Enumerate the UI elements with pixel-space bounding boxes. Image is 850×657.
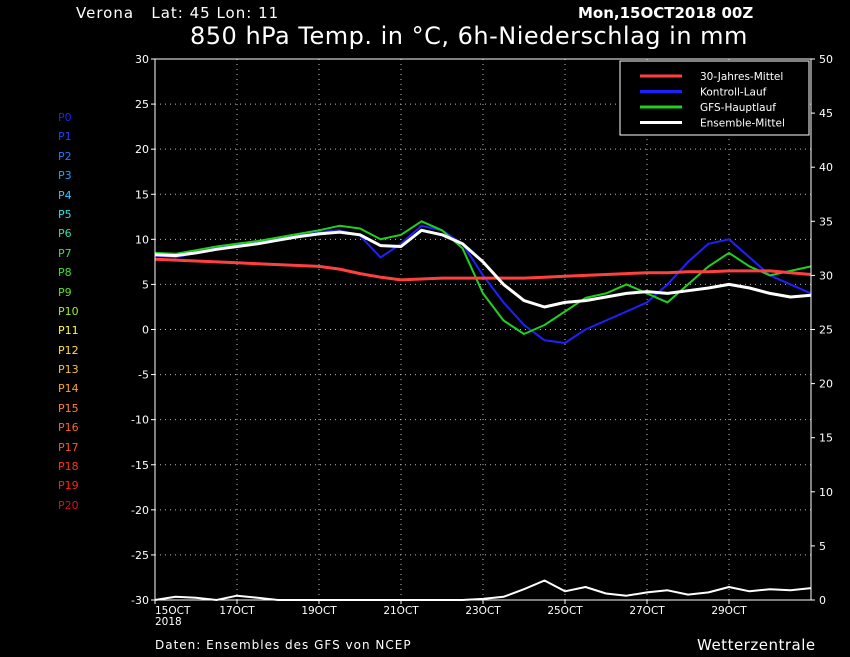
ensemble-mean-line xyxy=(154,228,812,309)
y-right-tick-label: 5 xyxy=(819,540,826,553)
x-tick-label: 25OCT xyxy=(547,605,583,617)
y-right-tick-label: 50 xyxy=(819,53,833,66)
y-right-tick-label: 20 xyxy=(819,378,833,391)
member-label: P14 xyxy=(58,382,79,396)
x-tick-label: 21OCT xyxy=(383,605,419,617)
y-left-tick-label: 10 xyxy=(135,233,149,246)
y-left-axis: 30 25 20 15 10 5 0 -5 -10 -15 -20 -25 -30 xyxy=(131,53,155,607)
member-label: P15 xyxy=(58,401,79,415)
y-left-tick-label: 5 xyxy=(142,278,149,291)
x-tick-label: 2018 xyxy=(155,616,182,628)
location-header: Verona Lat: 45 Lon: 11 xyxy=(76,4,279,22)
member-label: P19 xyxy=(58,479,79,493)
run-date: Mon,15OCT2018 00Z xyxy=(578,4,754,22)
legend-label: GFS-Hauptlauf xyxy=(700,102,776,114)
precip-series xyxy=(154,579,812,601)
member-label: P7 xyxy=(58,246,72,260)
legend-label: Ensemble-Mittel xyxy=(700,118,785,130)
member-label: P12 xyxy=(58,343,79,357)
location-name: Verona xyxy=(76,4,135,22)
x-tick-label: 29OCT xyxy=(711,605,747,617)
member-label: P0 xyxy=(58,111,72,124)
brand-logo-text: Wetterzentrale xyxy=(697,636,816,654)
grid xyxy=(155,59,811,600)
y-right-tick-label: 15 xyxy=(819,432,833,445)
member-label: P5 xyxy=(58,207,72,221)
y-right-tick-label: 45 xyxy=(819,107,833,120)
temperature-series xyxy=(154,220,812,344)
member-label: P2 xyxy=(58,149,72,163)
y-left-tick-label: -5 xyxy=(138,369,149,382)
y-left-tick-label: -15 xyxy=(131,459,149,472)
precip-ensemble-mean-line xyxy=(154,579,812,601)
y-left-tick-label: -30 xyxy=(131,594,149,607)
y-left-tick-label: -25 xyxy=(131,549,149,562)
x-axis: 15OCT2018 17OCT 19OCT 21OCT 23OCT 25OCT 27OCT 2… xyxy=(154,600,747,628)
member-label: P8 xyxy=(58,266,72,280)
member-label: P16 xyxy=(58,421,79,435)
y-left-tick-label: 0 xyxy=(142,324,149,337)
y-left-tick-label: -10 xyxy=(131,414,149,427)
legend: 30-Jahres-Mittel Kontroll-Lauf GFS-Hauptla… xyxy=(619,60,810,136)
data-source: Daten: Ensembles des GFS von NCEP xyxy=(155,638,412,652)
x-tick-label: 19OCT xyxy=(301,605,337,617)
y-right-tick-label: 25 xyxy=(819,324,833,337)
y-left-tick-label: 15 xyxy=(135,188,149,201)
member-label: P4 xyxy=(58,188,72,202)
y-left-tick-label: 30 xyxy=(135,53,149,66)
climatology-line xyxy=(154,257,812,282)
member-list: P0 P1 P2 P3 P4 P5 P6 P7 P8 P9 P10 P11 P12 P13 P14 P15 P1… xyxy=(58,108,79,515)
x-tick-label: 17OCT xyxy=(219,605,255,617)
y-left-tick-label: -20 xyxy=(131,504,149,517)
member-label: P6 xyxy=(58,227,72,241)
member-label: P1 xyxy=(58,130,72,144)
x-tick-label: 23OCT xyxy=(465,605,501,617)
y-left-tick-label: 25 xyxy=(135,98,149,111)
y-right-tick-label: 30 xyxy=(819,269,833,282)
chart-title: 850 hPa Temp. in °C, 6h-Niederschlag in … xyxy=(190,22,748,50)
y-right-tick-label: 40 xyxy=(819,161,833,174)
member-label: P10 xyxy=(58,304,79,318)
legend-label: 30-Jahres-Mittel xyxy=(700,71,783,83)
y-right-tick-label: 10 xyxy=(819,486,833,499)
member-label: P17 xyxy=(58,440,79,454)
y-right-tick-label: 35 xyxy=(819,215,833,228)
member-label: P18 xyxy=(58,460,79,474)
y-left-tick-label: 20 xyxy=(135,143,149,156)
member-label: P9 xyxy=(58,285,72,299)
member-label: P3 xyxy=(58,169,72,183)
location-coords: Lat: 45 Lon: 11 xyxy=(151,4,280,22)
member-label: P13 xyxy=(58,363,79,377)
member-label: P11 xyxy=(58,324,79,338)
x-tick-label: 27OCT xyxy=(629,605,665,617)
y-right-tick-label: 0 xyxy=(819,594,826,607)
x-tick-label: 15OCT xyxy=(155,605,191,617)
legend-label: Kontroll-Lauf xyxy=(700,87,767,99)
member-label: P20 xyxy=(58,498,79,512)
